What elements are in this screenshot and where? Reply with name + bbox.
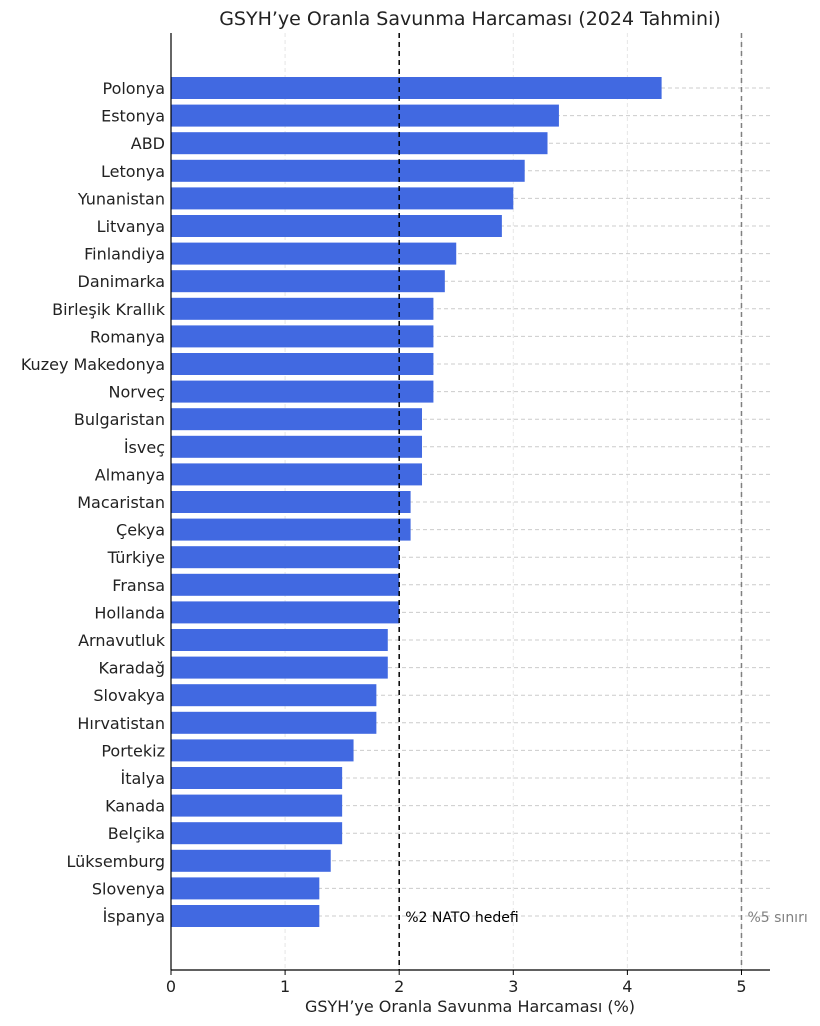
bar-24 bbox=[171, 739, 354, 762]
bar-5 bbox=[171, 215, 502, 237]
category-label: Türkiye bbox=[107, 548, 165, 567]
category-label: Almanya bbox=[95, 465, 165, 484]
category-label: Polonya bbox=[102, 79, 165, 98]
category-label: Arnavutluk bbox=[78, 631, 166, 650]
category-label: Slovenya bbox=[92, 879, 165, 898]
x-tick-label: 4 bbox=[622, 977, 632, 996]
category-label: Kuzey Makedonya bbox=[21, 355, 165, 374]
category-label: Finlandiya bbox=[84, 245, 165, 264]
category-label: Lüksemburg bbox=[66, 852, 165, 871]
bar-21 bbox=[171, 656, 388, 679]
category-label: Litvanya bbox=[97, 217, 165, 236]
reference-label-0: %2 NATO hedefi bbox=[405, 910, 518, 926]
category-label: Kanada bbox=[105, 797, 165, 816]
bar-4 bbox=[171, 187, 514, 210]
bar-1 bbox=[171, 104, 559, 127]
bar-13 bbox=[171, 435, 423, 458]
x-tick-label: 2 bbox=[394, 977, 404, 996]
category-label: Slovakya bbox=[93, 686, 165, 705]
bar-9 bbox=[171, 325, 434, 348]
category-label: Macaristan bbox=[77, 493, 165, 512]
x-tick-label: 5 bbox=[736, 977, 746, 996]
bar-16 bbox=[171, 518, 411, 541]
bar-10 bbox=[171, 353, 434, 375]
bar-22 bbox=[171, 684, 377, 707]
bar-23 bbox=[171, 711, 377, 734]
category-label: Letonya bbox=[101, 162, 165, 181]
category-label: Romanya bbox=[90, 327, 165, 346]
category-label: İtalya bbox=[120, 769, 165, 788]
category-label: İsveç bbox=[124, 438, 165, 457]
category-label: Birleşik Krallık bbox=[52, 300, 166, 319]
bar-11 bbox=[171, 380, 434, 403]
bar-2 bbox=[171, 132, 548, 155]
bar-15 bbox=[171, 491, 411, 513]
category-label: Belçika bbox=[108, 824, 165, 843]
bar-8 bbox=[171, 297, 434, 320]
bar-6 bbox=[171, 242, 457, 265]
bar-14 bbox=[171, 463, 423, 486]
category-label: Norveç bbox=[109, 383, 165, 402]
category-label: İspanya bbox=[103, 907, 165, 926]
category-label: Estonya bbox=[101, 107, 165, 126]
bar-0 bbox=[171, 77, 662, 99]
x-axis-label: GSYH’ye Oranla Savunma Harcaması (%) bbox=[305, 997, 635, 1016]
axes: 0 1 2 3 4 5 bbox=[166, 33, 770, 996]
category-label: ABD bbox=[131, 134, 165, 153]
category-label: Portekiz bbox=[101, 741, 165, 760]
bar-26 bbox=[171, 794, 343, 817]
category-label: Bulgaristan bbox=[74, 410, 165, 429]
bar-layer bbox=[171, 77, 662, 927]
bar-25 bbox=[171, 767, 343, 789]
bar-28 bbox=[171, 849, 331, 872]
bar-30 bbox=[171, 905, 320, 927]
bar-12 bbox=[171, 408, 423, 431]
category-label: Yunanistan bbox=[77, 189, 165, 208]
bar-20 bbox=[171, 629, 388, 651]
category-label: Çekya bbox=[116, 521, 165, 540]
bar-27 bbox=[171, 822, 343, 845]
category-labels: Polonya Estonya ABD Letonya Yunanistan Litvan… bbox=[21, 79, 166, 926]
category-label: Fransa bbox=[112, 576, 165, 595]
bar-29 bbox=[171, 877, 320, 900]
category-label: Danimarka bbox=[78, 272, 165, 291]
bar-7 bbox=[171, 270, 445, 293]
reference-label-1: %5 sınırı bbox=[747, 910, 807, 926]
x-tick-label: 3 bbox=[508, 977, 518, 996]
category-label: Hırvatistan bbox=[77, 714, 165, 733]
category-label: Karadağ bbox=[98, 659, 165, 678]
bar-17 bbox=[171, 546, 400, 569]
reference-lines: %2 NATO hedefi %5 sınırı bbox=[398, 33, 808, 970]
bar-18 bbox=[171, 573, 400, 596]
chart-title: GSYH’ye Oranla Savunma Harcaması (2024 T… bbox=[219, 8, 721, 30]
bar-3 bbox=[171, 159, 525, 182]
x-tick-label: 1 bbox=[280, 977, 290, 996]
x-tick-label: 0 bbox=[166, 977, 176, 996]
bar-19 bbox=[171, 601, 400, 624]
category-label: Hollanda bbox=[94, 603, 165, 622]
